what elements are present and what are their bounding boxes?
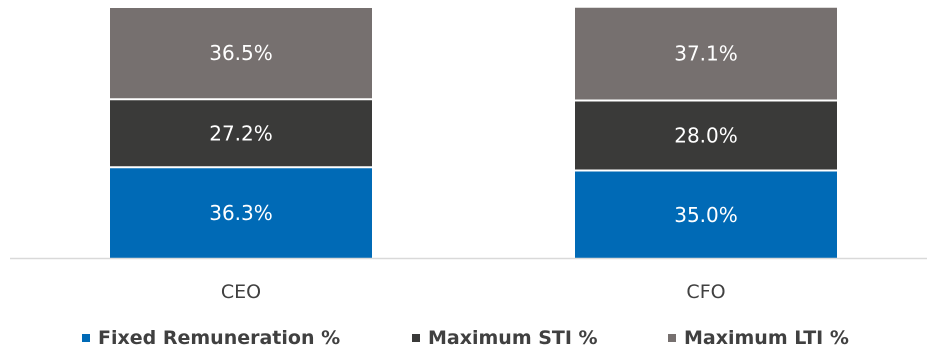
bar-cfo-maximum-sti (575, 101, 837, 170)
data-label-cfo-maximum-sti: 28.0% (674, 124, 738, 148)
legend-label-maximum-lti: Maximum LTI % (684, 327, 849, 349)
category-label-cfo: CFO (686, 281, 725, 303)
bar-cfo-maximum-lti (575, 7, 837, 100)
data-label-cfo-maximum-lti: 37.1% (674, 42, 738, 66)
legend-label-maximum-sti: Maximum STI % (428, 327, 598, 349)
category-labels: CEO CFO (221, 281, 726, 303)
data-label-ceo-maximum-lti: 36.5% (209, 41, 273, 65)
bars: 36.3% 27.2% 36.5% 35.0% 28.0% 37.1% (110, 7, 837, 258)
legend: Fixed Remuneration % Maximum STI % Maximum… (82, 327, 849, 349)
data-label-ceo-maximum-sti: 27.2% (209, 121, 273, 145)
data-label-ceo-fixed-remuneration: 36.3% (209, 201, 273, 225)
legend-swatch-maximum-sti (412, 334, 420, 342)
legend-swatch-fixed-remuneration (82, 334, 90, 342)
legend-label-fixed-remuneration: Fixed Remuneration % (98, 327, 340, 349)
category-label-ceo: CEO (221, 281, 261, 303)
bar-ceo-maximum-lti (110, 8, 372, 99)
data-label-cfo-fixed-remuneration: 35.0% (674, 203, 738, 227)
bar-ceo-fixed-remuneration (110, 168, 372, 258)
bar-ceo-maximum-sti (110, 100, 372, 167)
legend-swatch-maximum-lti (668, 334, 676, 342)
bar-cfo-fixed-remuneration (575, 171, 837, 258)
